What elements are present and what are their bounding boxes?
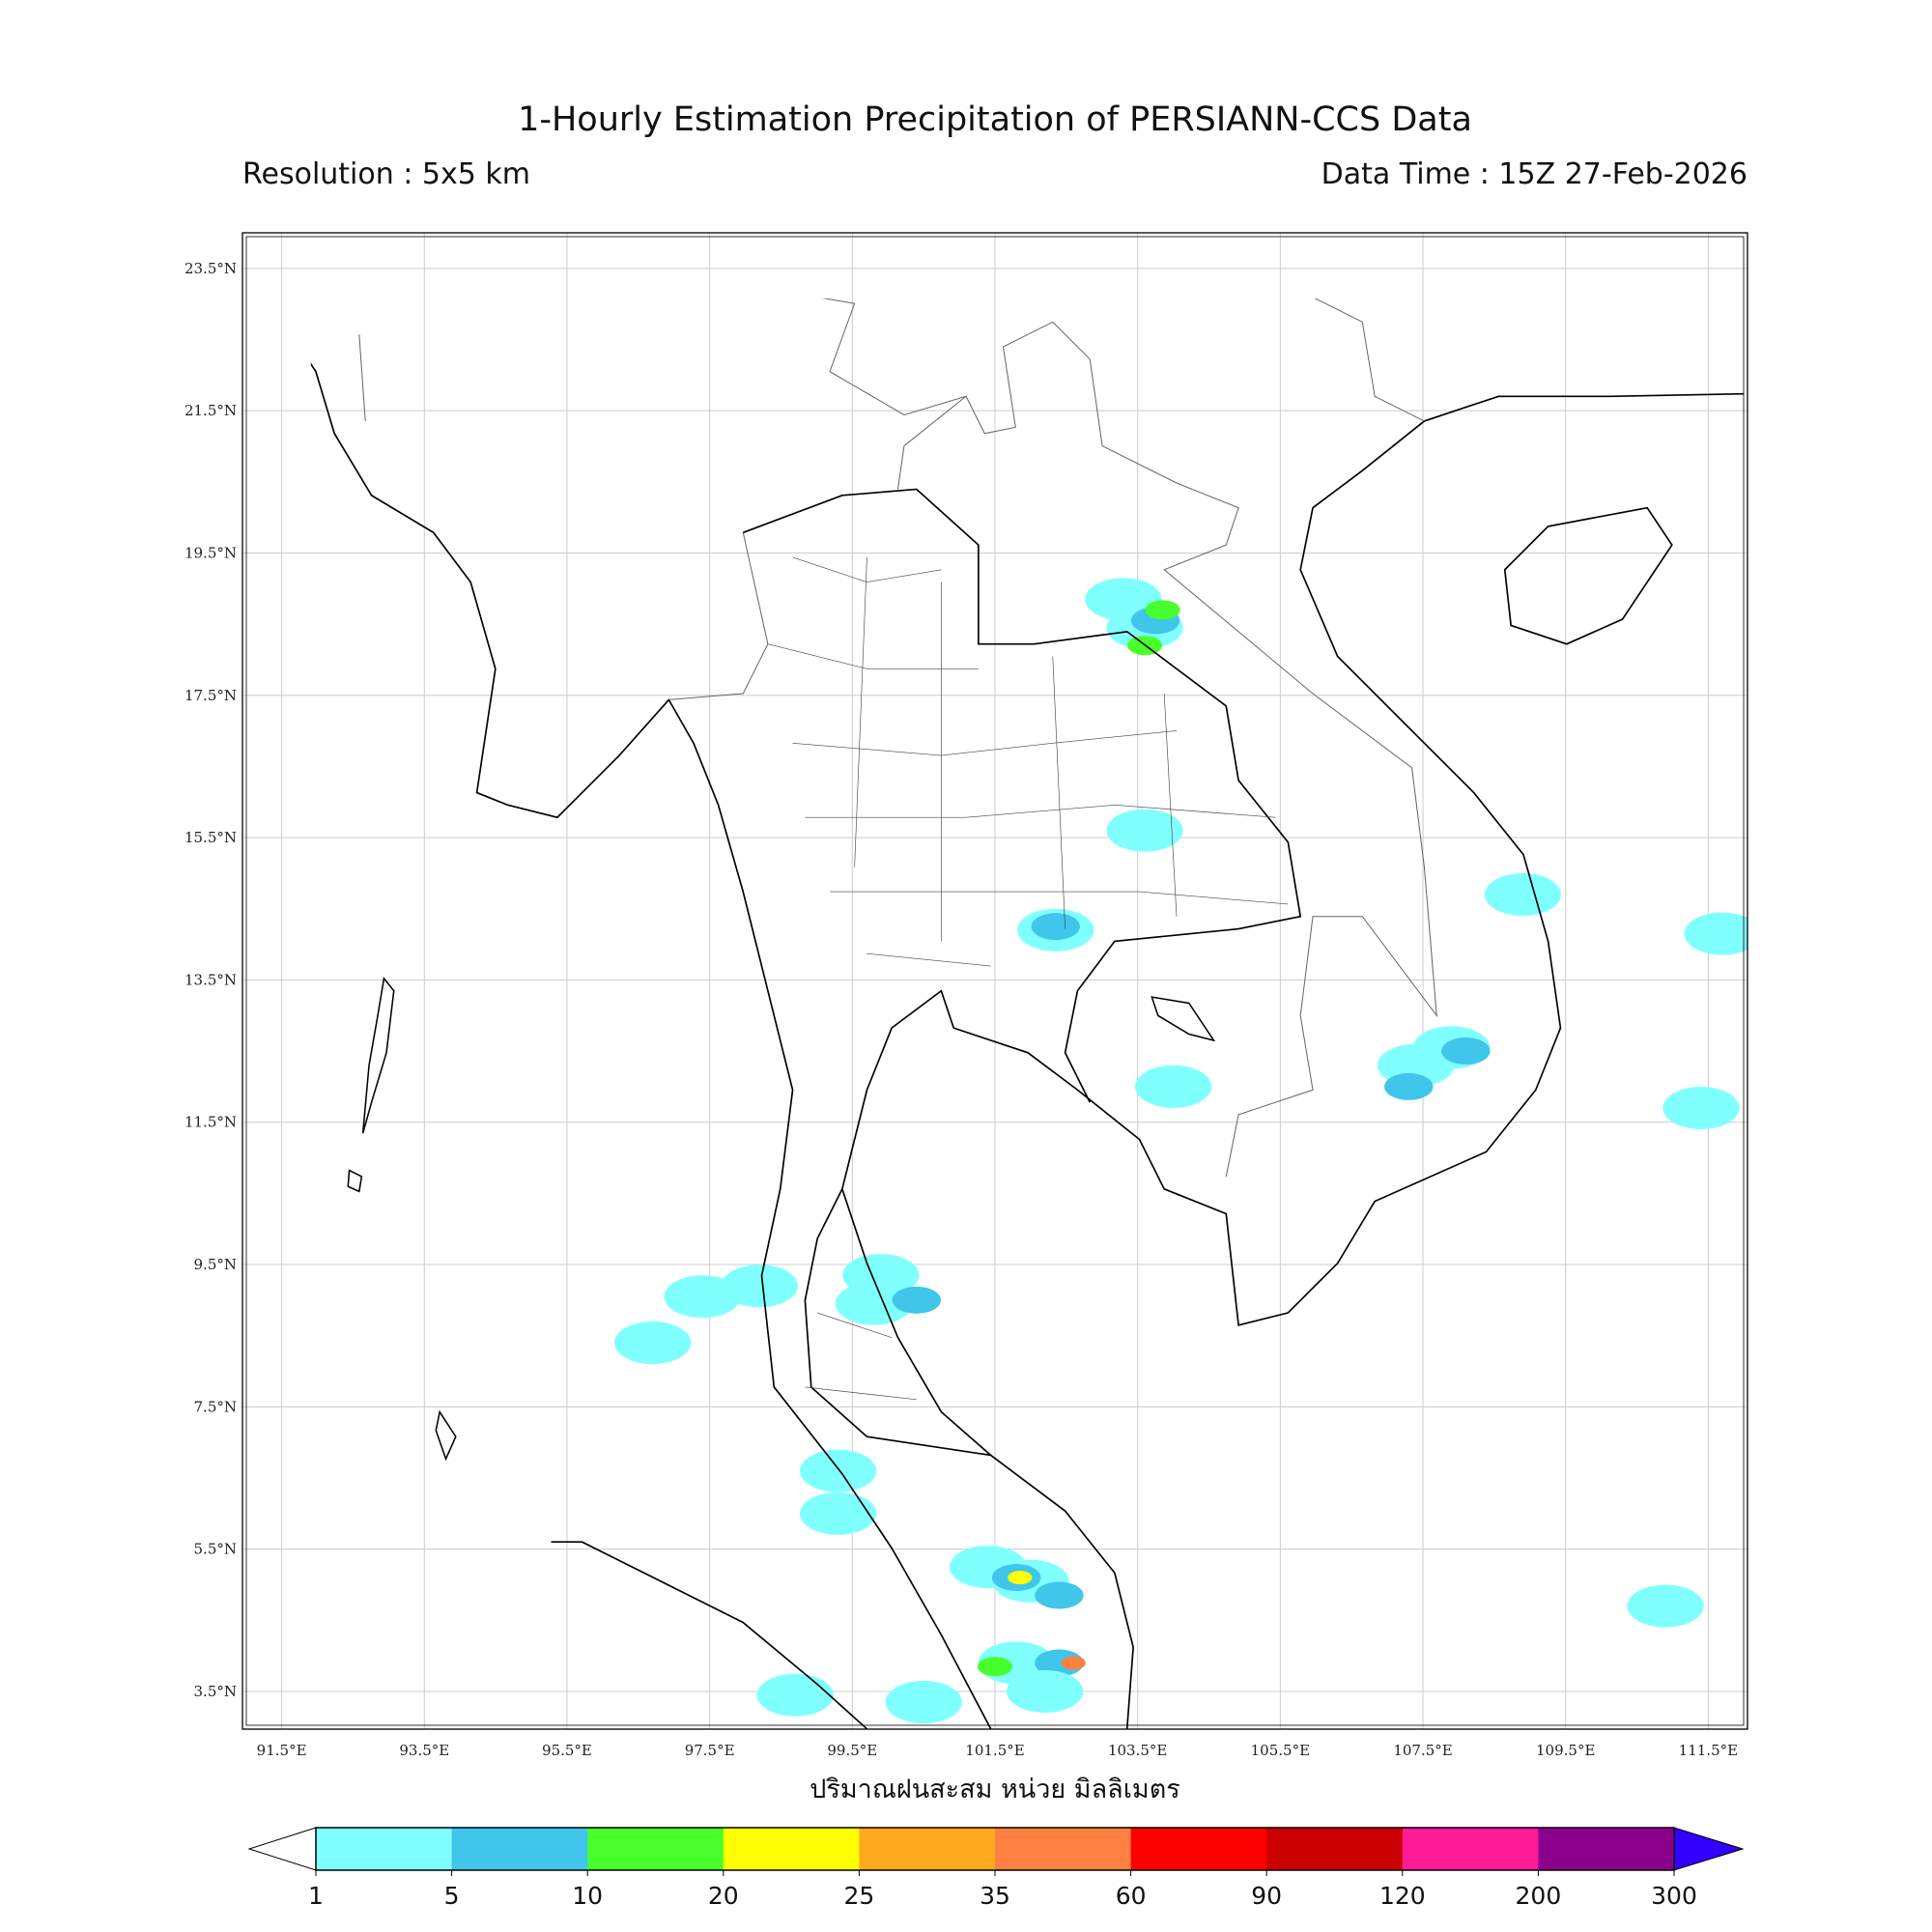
lon-tick-label: 93.5°E [399, 1742, 449, 1759]
rain-cell [1662, 1086, 1740, 1129]
colorbar-segment [723, 1828, 860, 1870]
colorbar-level-label: 35 [980, 1882, 1010, 1910]
china-coastline [1607, 267, 1744, 298]
rain-cell [1035, 1581, 1084, 1609]
colorbar-level-label: 1 [308, 1882, 324, 1910]
map-frame-inner [245, 236, 1745, 1726]
lat-tick-label: 13.5°N [185, 971, 237, 988]
rain-cell [1106, 809, 1183, 852]
hainan-coastline [1503, 506, 1673, 645]
lon-tick-label: 105.5°E [1251, 1742, 1310, 1759]
colorbar-level-label: 60 [1116, 1882, 1147, 1910]
axis-ticks: 91.5°E 93.5°E 95.5°E 97.5°E 99.5°E 101.5°E 103… [185, 260, 1738, 1759]
colorbar-segment [1266, 1828, 1404, 1870]
colorbar-level-label: 120 [1379, 1882, 1426, 1910]
rain-cell [892, 1286, 941, 1314]
lon-tick-label: 91.5°E [257, 1742, 307, 1759]
lon-tick-label: 109.5°E [1536, 1742, 1595, 1759]
rain-cell [842, 1254, 920, 1297]
lon-tick-label: 111.5°E [1679, 1742, 1738, 1759]
andaman-islands [347, 977, 457, 1462]
colorbar-level-label: 90 [1251, 1882, 1282, 1910]
lat-tick-label: 5.5°N [194, 1541, 237, 1558]
colorbar: 1 5 10 20 25 35 60 90 120 200 300 [247, 1827, 1745, 1910]
colorbar-level-label: 200 [1516, 1882, 1562, 1910]
colorbar-level-label: 5 [444, 1882, 460, 1910]
lat-tick-label: 23.5°N [185, 260, 237, 277]
colorbar-over-arrow [1673, 1827, 1745, 1871]
lat-tick-label: 21.5°N [185, 402, 237, 419]
map-frame [242, 232, 1748, 1730]
rain-cell [1684, 912, 1747, 955]
rain-cell [756, 1673, 834, 1717]
rain-layer [613, 578, 1747, 1724]
rain-cell [799, 1492, 877, 1535]
colorbar-segment [1538, 1828, 1675, 1870]
colorbar-label: ปริมาณฝนสะสม หน่วย มิลลิเมตร [810, 1775, 1180, 1804]
lat-tick-label: 11.5°N [185, 1114, 237, 1131]
colorbar-level-label: 300 [1651, 1882, 1697, 1910]
rain-cell [799, 1449, 877, 1492]
colorbar-under-arrow [247, 1827, 317, 1871]
colorbar-segment [587, 1828, 724, 1870]
rain-cell [1384, 1072, 1434, 1100]
coastlines [310, 267, 1745, 1730]
colorbar-level-label: 25 [843, 1882, 874, 1910]
colorbar-segment [1130, 1828, 1267, 1870]
rain-cell [1008, 1571, 1033, 1585]
mainland-coastline [310, 362, 1745, 1730]
lon-tick-label: 97.5°E [685, 1742, 735, 1759]
colorbar-segment [995, 1828, 1132, 1870]
rain-cell [664, 1275, 741, 1319]
rain-cell [1441, 1037, 1491, 1065]
lon-tick-label: 99.5°E [827, 1742, 877, 1759]
colorbar-segment [859, 1828, 996, 1870]
lat-tick-label: 3.5°N [194, 1683, 237, 1700]
lat-tick-label: 17.5°N [185, 687, 237, 704]
rain-cell [1134, 1065, 1212, 1108]
lat-tick-label: 7.5°N [194, 1398, 237, 1415]
rain-cell [885, 1681, 962, 1724]
lon-tick-label: 95.5°E [542, 1742, 592, 1759]
province-boundaries [767, 556, 1289, 1401]
data-time-label: Data Time : 15Z 27-Feb-2026 [1321, 157, 1747, 191]
sumatra-coastline [551, 1541, 868, 1730]
lon-tick-label: 107.5°E [1393, 1742, 1452, 1759]
colorbar-segment [316, 1828, 453, 1870]
lat-tick-label: 9.5°N [194, 1256, 237, 1273]
lat-tick-label: 19.5°N [185, 544, 237, 561]
colorbar-segment [451, 1828, 588, 1870]
rain-cell [1145, 600, 1180, 620]
lon-tick-label: 101.5°E [965, 1742, 1024, 1759]
rain-cell [1031, 913, 1080, 941]
lat-tick-label: 15.5°N [185, 829, 237, 846]
rain-cell [613, 1321, 692, 1365]
rain-cell [1035, 1649, 1084, 1677]
colorbar-level-label: 20 [708, 1882, 739, 1910]
gridlines [242, 233, 1747, 1729]
rain-cell [1484, 873, 1562, 917]
colorbar-level-label: 10 [572, 1882, 603, 1910]
thailand-border [742, 488, 1302, 1457]
rain-cell [1007, 1669, 1084, 1713]
colorbar-segment [1402, 1828, 1539, 1870]
lon-tick-label: 103.5°E [1108, 1742, 1167, 1759]
rain-cell [1061, 1656, 1086, 1670]
rain-cell [1627, 1584, 1704, 1628]
map-title: 1-Hourly Estimation Precipitation of PER… [518, 100, 1472, 139]
resolution-label: Resolution : 5x5 km [242, 157, 530, 191]
tonle-sap [1151, 996, 1216, 1042]
country-borders [358, 298, 1437, 1178]
rain-cell [978, 1657, 1012, 1677]
